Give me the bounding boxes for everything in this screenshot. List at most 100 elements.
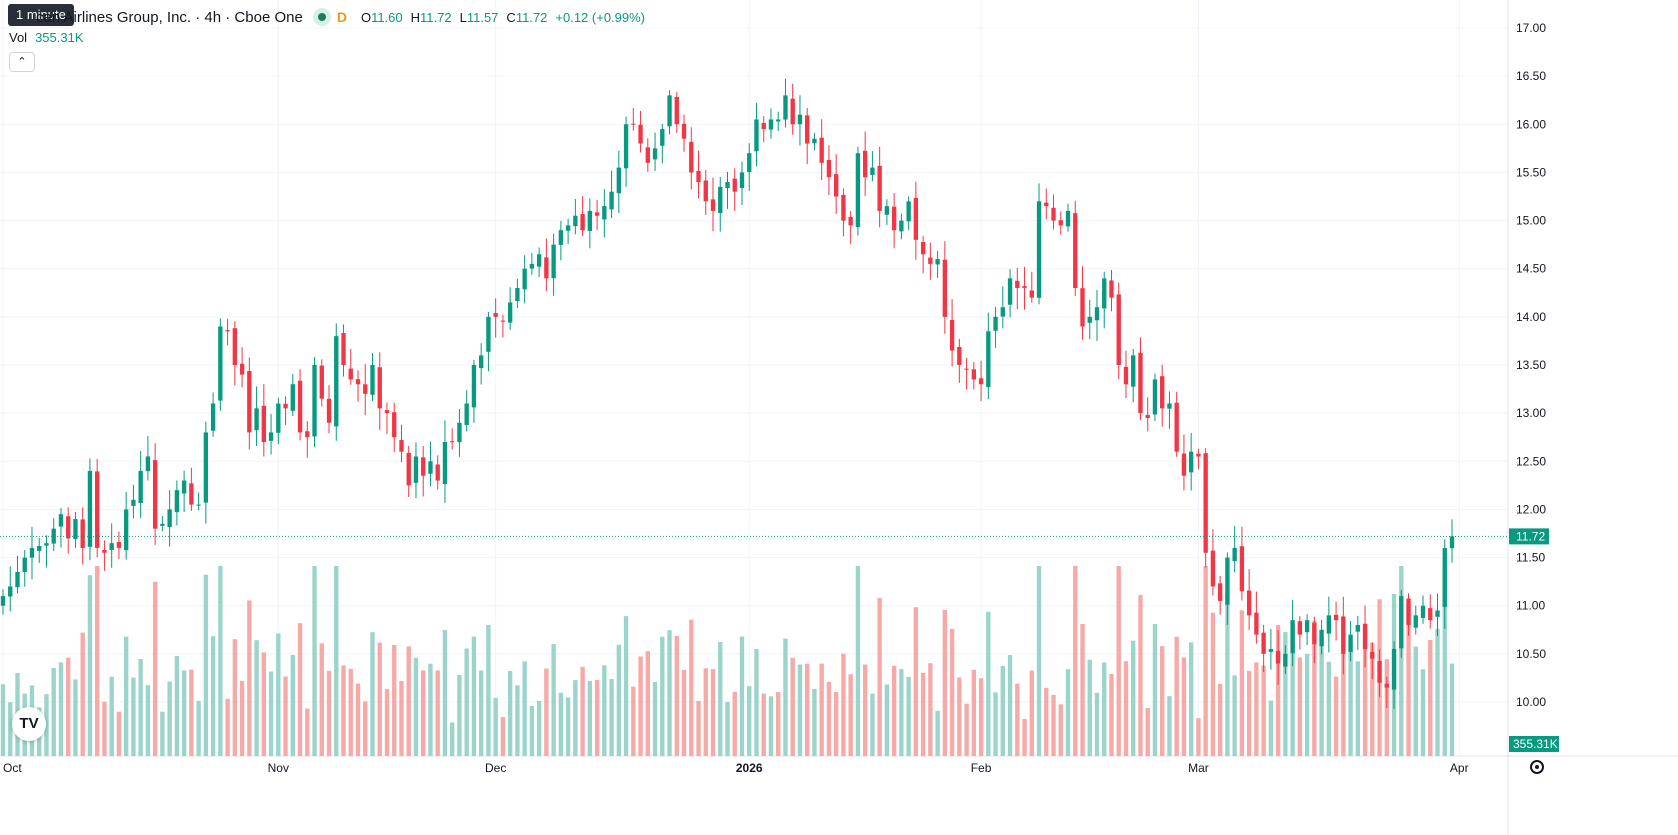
collapse-legend-button[interactable]: ⌃ (9, 52, 35, 72)
candle-body (377, 367, 382, 409)
candle (949, 299, 955, 367)
candle (1217, 575, 1223, 615)
candle (993, 306, 998, 348)
candle (1167, 391, 1172, 429)
candle-body (283, 403, 288, 409)
candle-body (877, 165, 882, 211)
volume-bar (1399, 566, 1404, 756)
volume-legend: Vol 355.31K (9, 30, 84, 45)
volume-bar (507, 670, 513, 756)
candle (689, 127, 694, 190)
candle (413, 442, 419, 499)
market-status-icon[interactable] (312, 8, 331, 26)
candle (1160, 364, 1165, 427)
price-tick-label: 10.00 (1516, 695, 1546, 709)
candle-body (870, 167, 875, 175)
candle (652, 132, 658, 172)
candle (210, 392, 216, 437)
candle-body (710, 199, 716, 211)
tradingview-logo[interactable]: TV (12, 707, 46, 741)
volume-bar (268, 671, 274, 756)
symbol-title[interactable]: can Airlines Group, Inc. · 4h · Cboe One (36, 8, 303, 26)
candle (399, 424, 404, 463)
ohlc-close: C11.72 (506, 9, 548, 25)
volume-bar (95, 566, 100, 756)
candle (768, 108, 774, 139)
candle-body (761, 122, 766, 130)
candle-body (1370, 651, 1375, 659)
volume-bar (1044, 687, 1049, 756)
candle (805, 108, 810, 165)
candle-body (1261, 632, 1266, 654)
candle-body (1065, 210, 1071, 227)
volume-bar (1160, 646, 1165, 756)
price-tick-label: 14.50 (1516, 262, 1546, 276)
volume-bar (0, 684, 6, 756)
candle (348, 349, 353, 385)
candle-body (703, 180, 708, 202)
candle (203, 421, 209, 524)
candle-body (348, 368, 353, 380)
volume-bar (848, 674, 853, 756)
candle (1007, 269, 1013, 318)
volume-bar (1080, 623, 1085, 756)
volume-bar (1290, 623, 1295, 756)
volume-bar (471, 636, 477, 756)
volume-bar (66, 657, 71, 756)
candle-body (631, 123, 636, 125)
candle-body (239, 363, 245, 375)
candle (1362, 605, 1368, 668)
volume-bar (928, 663, 933, 756)
candle (95, 458, 100, 558)
candle (15, 555, 20, 594)
candle-body (862, 150, 868, 178)
candle-body (116, 542, 122, 548)
candle-body (565, 225, 571, 231)
volume-bar (290, 654, 295, 756)
volume-bar (1181, 657, 1187, 756)
volume-bar (1449, 663, 1455, 756)
candle-body (51, 528, 56, 544)
candle (261, 384, 266, 457)
candle-body (594, 212, 600, 216)
interval-badge[interactable]: D (336, 9, 347, 25)
candle (1304, 614, 1310, 646)
candle-body (1275, 650, 1281, 664)
candle-body (0, 596, 6, 606)
gear-icon[interactable] (1530, 760, 1544, 774)
volume-bar (1246, 670, 1252, 756)
volume-bar (725, 701, 730, 756)
candle (645, 138, 650, 172)
candle-body (232, 328, 238, 365)
candle-body (80, 519, 85, 548)
price-tick-label: 12.50 (1516, 454, 1546, 468)
candle (580, 196, 585, 237)
volume-bar (348, 668, 353, 756)
candle (1123, 350, 1129, 399)
candle-body (312, 365, 317, 437)
candle (594, 199, 600, 231)
candle-body (1036, 201, 1042, 298)
candle-body (355, 379, 361, 385)
volume-bar (1442, 566, 1447, 756)
volume-bar (645, 651, 650, 756)
last-volume-label: 355.31K (1513, 737, 1558, 751)
time-tick-label: Mar (1188, 761, 1209, 775)
candle-body (652, 148, 658, 160)
volume-bar (1116, 566, 1121, 756)
price-tick-label: 16.00 (1516, 117, 1546, 131)
volume-bar (1189, 642, 1194, 756)
candle (1428, 594, 1433, 629)
candle-body (573, 215, 578, 227)
candle (942, 241, 948, 334)
candle-body (145, 456, 151, 472)
volume-bar (993, 692, 998, 756)
candle-body (218, 326, 223, 401)
volume-bar (536, 700, 542, 756)
candle-body (645, 147, 650, 163)
candle-body (1399, 596, 1404, 649)
candle (1239, 526, 1245, 601)
candle-body (196, 504, 201, 506)
candle-body (1109, 280, 1114, 298)
